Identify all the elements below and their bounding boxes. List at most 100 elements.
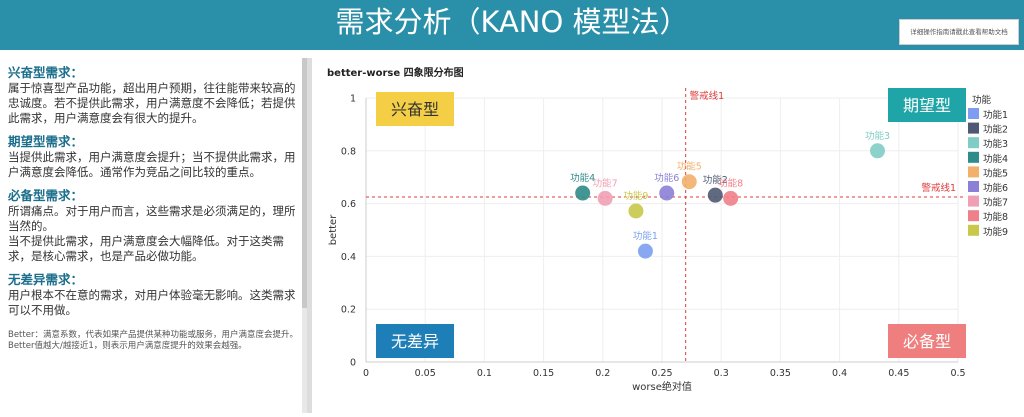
y-tick-label: 0 — [350, 358, 356, 369]
point-label: 功能8 — [718, 177, 743, 189]
quadrant-label: 无差异 — [391, 332, 439, 351]
legend-item[interactable]: 功能3 — [968, 137, 1008, 150]
data-point[interactable]: 功能9 — [623, 190, 648, 219]
header-bar: 需求分析（KANO 模型法） 详细操作指南请戳此查看帮助文档 — [0, 0, 1024, 50]
point-marker[interactable] — [869, 143, 885, 159]
better-note: Better：满意系数，代表如果产品提供某种功能或服务，用户满意度会提升。Bet… — [8, 330, 298, 351]
page-title: 需求分析（KANO 模型法） — [335, 5, 689, 39]
legend-swatch — [968, 166, 979, 178]
sidebar-scroll-thumb[interactable] — [302, 58, 307, 308]
data-point[interactable]: 功能7 — [593, 177, 618, 206]
section-body-excitement: 属于惊喜型产品功能，超出用户预期，往往能带来较高的忠诚度。若不提供此需求，用户满… — [8, 81, 296, 125]
legend-label: 功能9 — [983, 226, 1008, 238]
point-marker[interactable] — [628, 203, 644, 219]
section-body-expected: 当提供此需求，用户满意度会提升；当不提供此需求，用户满意度会降低。通常作为竞品之… — [8, 150, 296, 179]
legend-title: 功能 — [972, 94, 992, 106]
quadrant-top-left: 兴奋型 — [376, 92, 454, 126]
point-marker[interactable] — [723, 190, 739, 206]
point-label: 功能1 — [633, 230, 658, 242]
legend-swatch — [968, 137, 979, 149]
point-label: 功能7 — [593, 177, 618, 189]
quadrant-bg — [888, 88, 966, 122]
data-point[interactable]: 功能8 — [718, 177, 743, 206]
legend-swatch — [968, 210, 979, 222]
legend-label: 功能5 — [983, 167, 1008, 179]
legend-swatch — [968, 151, 979, 163]
quadrant-bottom-right: 必备型 — [888, 324, 966, 358]
quadrant-bottom-left: 无差异 — [376, 324, 454, 358]
legend-swatch — [968, 122, 979, 134]
quadrant-top-right: 期望型 — [888, 88, 966, 122]
x-tick-label: 0.45 — [888, 368, 909, 379]
scatter-chart: better-worse 四象限分布图 0 0.05 0.1 0.15 0.2 0.25 0… — [327, 66, 1008, 394]
legend-item[interactable]: 功能5 — [968, 166, 1008, 179]
legend-swatch — [968, 224, 979, 236]
point-marker[interactable] — [659, 185, 675, 201]
legend-item[interactable]: 功能4 — [968, 151, 1008, 165]
point-label: 功能9 — [623, 190, 648, 202]
y-tick-label: 0.4 — [341, 252, 356, 263]
data-point[interactable]: 功能2 — [703, 174, 728, 203]
legend-label: 功能2 — [983, 124, 1008, 136]
point-marker[interactable] — [597, 190, 613, 206]
section-body-must-be: 所谓痛点。对于用户而言，这些需求是必须满足的，理所当然的。 当不提供此需求，用户… — [8, 204, 296, 263]
sidebar-scrollbar[interactable] — [302, 58, 307, 413]
quadrant-bg — [376, 92, 454, 126]
legend-item[interactable]: 功能6 — [968, 181, 1008, 194]
legend-swatch — [968, 181, 979, 192]
legend-item[interactable]: 功能9 — [968, 224, 1008, 238]
point-marker[interactable] — [681, 174, 697, 190]
y-axis-label: better — [328, 214, 339, 245]
x-tick-label: 0.2 — [595, 368, 610, 379]
legend-item[interactable]: 功能2 — [968, 122, 1008, 136]
x-tick-label: 0.35 — [770, 368, 791, 379]
legend-item[interactable]: 功能1 — [968, 108, 1008, 121]
data-point[interactable]: 功能1 — [633, 230, 658, 259]
legend-label: 功能6 — [983, 182, 1008, 194]
data-point[interactable]: 功能6 — [654, 172, 679, 201]
x-tick-label: 0.1 — [477, 368, 492, 379]
section-heading-expected: 期望型需求： — [8, 134, 84, 149]
quadrant-label: 必备型 — [903, 332, 951, 351]
point-marker[interactable] — [637, 243, 653, 259]
data-point[interactable]: 功能3 — [865, 130, 890, 159]
legend-item[interactable]: 功能7 — [968, 195, 1008, 209]
chart-container: better-worse 四象限分布图 0 0.05 0.1 0.15 0.2 0.25 0… — [318, 58, 1024, 413]
point-marker[interactable] — [707, 187, 723, 203]
legend-swatch — [968, 195, 979, 207]
section-body-indifferent: 用户根本不在意的需求，对用户体验毫无影响。这类需求可以不用做。 — [8, 288, 296, 317]
point-label: 功能5 — [677, 161, 702, 173]
quadrant-bg — [888, 324, 966, 358]
y-tick-label: 1 — [350, 94, 356, 105]
point-marker[interactable] — [575, 185, 591, 201]
section-heading-must-be: 必备型需求： — [8, 188, 84, 203]
legend-item[interactable]: 功能8 — [968, 210, 1008, 223]
legend-label: 功能1 — [983, 109, 1008, 121]
legend-label: 功能7 — [983, 197, 1008, 209]
legend-label: 功能8 — [983, 211, 1008, 223]
x-tick-label: 0 — [363, 368, 369, 379]
x-axis-label: worse绝对值 — [632, 380, 692, 393]
chart-axes: 0 0.05 0.1 0.15 0.2 0.25 0.3 0.35 0.4 0.45 0.5 0 0.2… — [328, 94, 966, 394]
y-tick-label: 0.2 — [341, 305, 356, 316]
quadrant-label: 期望型 — [903, 96, 951, 115]
chart-title: better-worse 四象限分布图 — [327, 66, 464, 79]
quadrant-label: 兴奋型 — [391, 100, 439, 119]
x-tick-label: 0.25 — [651, 368, 672, 379]
point-label: 功能6 — [654, 172, 679, 184]
x-tick-label: 0.5 — [950, 368, 965, 379]
y-tick-label: 0.8 — [341, 146, 356, 157]
x-tick-label: 0.4 — [832, 368, 847, 379]
data-point[interactable]: 功能5 — [677, 161, 702, 190]
point-label: 功能4 — [570, 172, 595, 184]
x-tick-label: 0.05 — [415, 368, 436, 379]
y-tick-label: 0.6 — [341, 199, 356, 210]
help-doc-button[interactable]: 详细操作指南请戳此查看帮助文档 — [899, 19, 1019, 45]
section-heading-excitement: 兴奋型需求： — [8, 65, 84, 80]
warning-lines: 警戒线1 警戒线1 — [366, 88, 966, 362]
warning-line-vertical-label: 警戒线1 — [690, 90, 725, 102]
data-point[interactable]: 功能4 — [570, 172, 595, 201]
